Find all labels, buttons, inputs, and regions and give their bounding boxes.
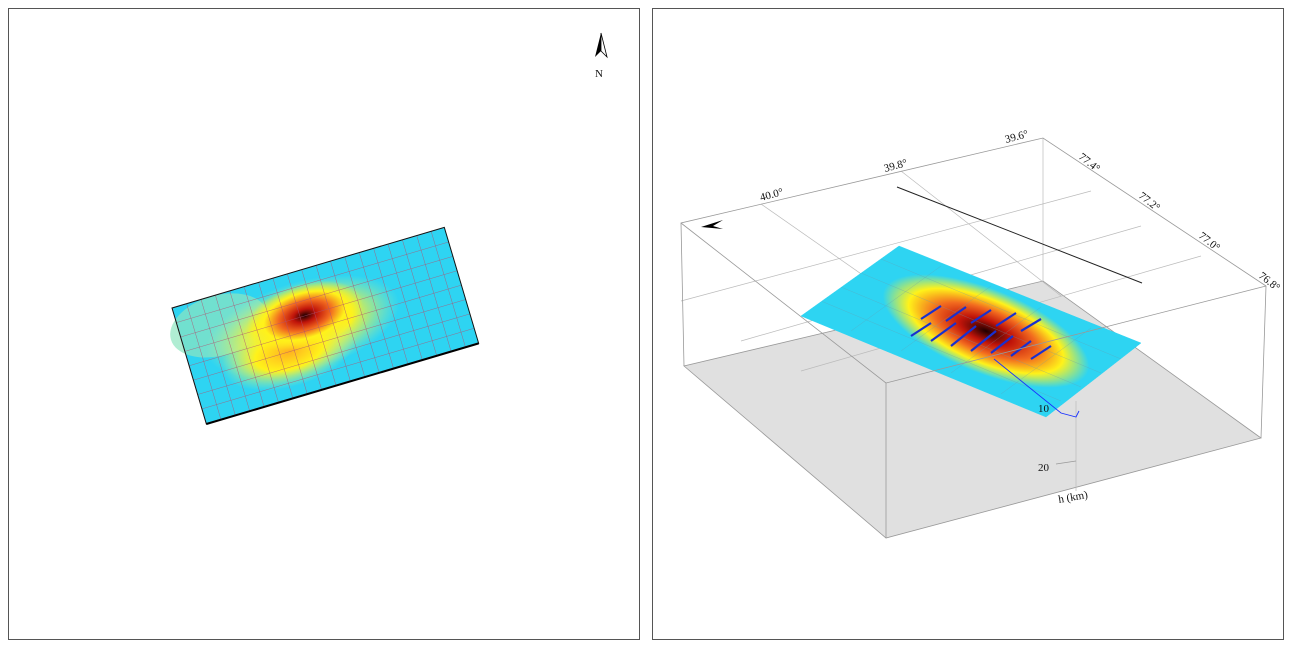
3d-view-panel: 40.0° 39.8° 39.6° 77.4° 77.2° 77.0° 76.8… xyxy=(652,8,1284,640)
bounding-box xyxy=(680,137,1267,538)
depth-label-20: 20 xyxy=(1038,462,1050,474)
fault-plane-map xyxy=(170,226,480,425)
lon-label-77-0: 77.0° xyxy=(1196,230,1222,254)
fault-plane-3d xyxy=(801,246,1141,417)
north-label: N xyxy=(595,68,603,80)
3d-fault-model: 40.0° 39.8° 39.6° 77.4° 77.2° 77.0° 76.8… xyxy=(680,128,1282,539)
north-arrow-3d xyxy=(701,220,723,229)
map-view-panel: N xyxy=(8,8,640,640)
lat-label-39-8: 39.8° xyxy=(883,157,909,175)
north-arrow: N xyxy=(595,32,608,80)
lat-label-40: 40.0° xyxy=(759,186,785,204)
lon-label-77-2: 77.2° xyxy=(1136,190,1162,214)
surface-trace xyxy=(993,358,1080,418)
depth-label-10: 10 xyxy=(1038,403,1050,415)
slip-vectors xyxy=(910,305,1052,360)
lon-label-76-8: 76.8° xyxy=(1256,270,1282,294)
lat-label-39-6: 39.6° xyxy=(1004,128,1030,146)
depth-axis-label: h (km) xyxy=(1057,489,1089,506)
lon-label-77-4: 77.4° xyxy=(1076,151,1102,175)
slip-map: N xyxy=(170,32,608,425)
fault-trace-line xyxy=(896,186,1143,284)
